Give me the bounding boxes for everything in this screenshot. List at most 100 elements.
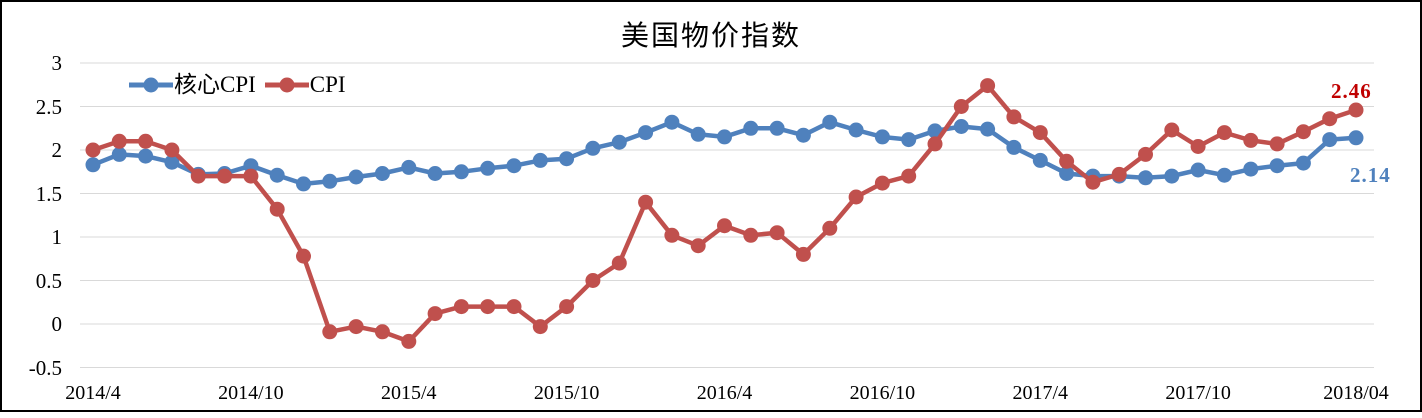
x-axis-tick-label: 2014/4 <box>65 382 121 404</box>
cpi-marker <box>874 175 890 191</box>
cpi-marker <box>401 333 417 349</box>
cpi-marker <box>506 299 522 315</box>
core-cpi-marker <box>1348 130 1364 146</box>
cpi-marker <box>1216 125 1232 141</box>
cpi-line-swatch <box>264 77 309 93</box>
core-cpi-marker <box>611 134 627 150</box>
core-cpi-marker <box>1190 162 1206 178</box>
cpi-marker <box>559 299 575 315</box>
core-cpi-marker <box>769 120 785 136</box>
core-cpi-marker <box>690 126 706 142</box>
chart-legend: 核心CPI CPI <box>128 71 354 99</box>
core-cpi-marker <box>848 122 864 138</box>
cpi-marker <box>217 168 233 184</box>
cpi-marker <box>296 248 311 264</box>
cpi-marker <box>1059 153 1075 169</box>
core-cpi-marker <box>453 164 469 180</box>
core-cpi-last-value-label: 2.14 <box>1350 163 1391 187</box>
y-axis-tick-label: 0.5 <box>35 268 62 293</box>
cpi-marker <box>190 168 206 184</box>
cpi-marker <box>1190 139 1206 154</box>
legend-item-cpi: CPI <box>264 71 346 99</box>
core-cpi-marker <box>664 114 680 130</box>
core-cpi-marker <box>1216 167 1232 183</box>
cpi-marker <box>532 319 548 335</box>
core-cpi-marker <box>322 173 338 189</box>
y-axis-tick-label: 2 <box>51 138 63 162</box>
cpi-marker <box>664 227 680 243</box>
core-cpi-marker <box>480 160 496 176</box>
cpi-marker <box>322 324 338 340</box>
core-cpi-marker <box>1059 166 1075 181</box>
legend-label-cpi: CPI <box>309 72 346 97</box>
core-cpi-marker <box>980 121 996 137</box>
core-cpi-marker <box>532 152 548 168</box>
chart-title: 美国物价指数 <box>620 20 801 51</box>
cpi-marker <box>1164 122 1180 138</box>
core-cpi-marker <box>164 154 180 170</box>
cpi-marker <box>953 99 969 114</box>
core-cpi-marker <box>1243 161 1259 177</box>
core-cpi-marker <box>822 114 838 130</box>
cpi-marker <box>138 133 154 149</box>
cpi-marker <box>85 142 101 158</box>
cpi-last-value-label: 2.46 <box>1331 79 1372 103</box>
cpi-marker <box>769 225 785 241</box>
x-axis-tick-label: 2017/4 <box>1012 382 1069 404</box>
cpi-marker <box>164 142 180 158</box>
core-cpi-marker <box>506 158 522 174</box>
x-axis-tick-label: 2015/4 <box>380 382 437 404</box>
x-axis-tick-label: 2016/4 <box>696 382 753 404</box>
cpi-marker <box>1243 132 1259 148</box>
cpi-marker <box>1085 174 1101 190</box>
cpi-marker <box>111 133 127 149</box>
cpi-marker <box>269 201 285 217</box>
core-cpi-marker <box>1032 152 1048 168</box>
cpi-marker <box>1032 125 1048 141</box>
cpi-marker <box>848 189 864 205</box>
core-cpi-marker <box>638 125 654 141</box>
cpi-marker <box>901 168 917 184</box>
core-cpi-marker <box>1295 155 1311 171</box>
core-cpi-marker <box>1269 158 1285 174</box>
core-cpi-marker <box>1138 170 1153 186</box>
cpi-marker <box>1138 146 1153 162</box>
core-cpi-marker <box>243 158 259 174</box>
core-cpi-marker <box>348 169 364 185</box>
y-axis-tick-label: 1 <box>51 225 63 249</box>
cpi-marker <box>453 299 469 315</box>
y-axis-tick-label: 1.5 <box>35 181 62 206</box>
cpi-marker <box>1348 102 1364 118</box>
cpi-marker <box>611 255 627 271</box>
core-cpi-marker <box>559 151 575 167</box>
x-axis-tick-label: 2017/10 <box>1165 382 1231 404</box>
cpi-marker <box>1322 111 1338 127</box>
y-axis-tick-label: 3 <box>51 51 63 75</box>
cpi-marker <box>348 319 364 335</box>
cpi-marker <box>638 194 654 210</box>
cpi-marker <box>822 220 838 236</box>
x-axis-tick-label: 2014/10 <box>218 382 284 404</box>
y-axis-tick-label: 2.5 <box>35 94 62 119</box>
core-cpi-marker <box>1322 132 1338 148</box>
legend-label-core-cpi: 核心CPI <box>174 72 256 97</box>
core-cpi-marker <box>138 148 154 164</box>
core-cpi-marker <box>427 166 443 181</box>
cpi-marker <box>717 218 732 234</box>
cpi-marker <box>480 299 496 315</box>
cpi-marker <box>795 246 811 262</box>
core-cpi-marker <box>953 119 969 134</box>
cpi-marker <box>585 273 601 288</box>
core-cpi-line-swatch <box>129 77 173 93</box>
cpi-marker <box>980 78 996 94</box>
cpi-marker <box>1269 136 1285 152</box>
y-axis-tick-label: -0.5 <box>28 355 62 380</box>
cpi-marker <box>374 324 390 340</box>
core-cpi-marker <box>374 166 390 181</box>
cpi-marker <box>743 227 759 243</box>
core-cpi-marker <box>901 132 917 148</box>
cpi-marker <box>1006 109 1022 125</box>
core-cpi-marker <box>401 159 417 175</box>
